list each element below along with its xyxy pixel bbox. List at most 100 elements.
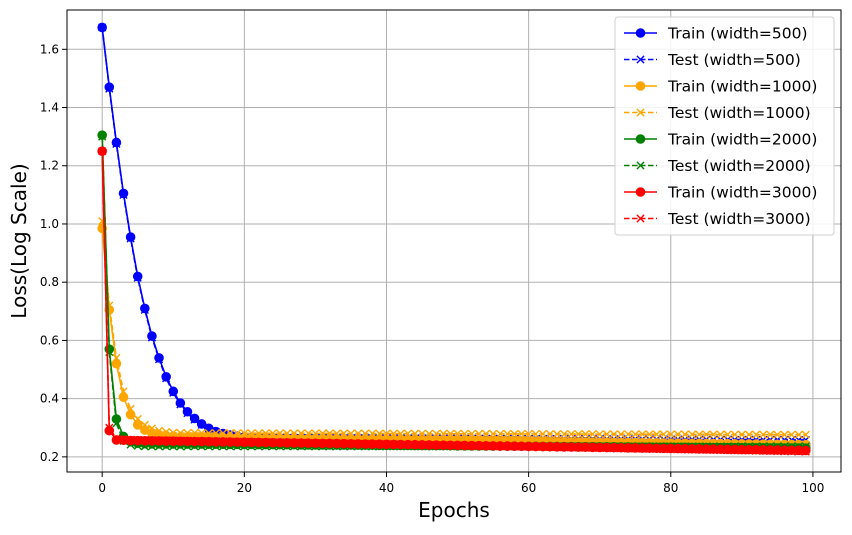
data-point xyxy=(595,443,604,453)
data-point xyxy=(680,430,690,439)
data-point xyxy=(688,445,697,454)
data-point xyxy=(403,440,412,449)
y-tick-label: 0.2 xyxy=(40,450,59,464)
data-point xyxy=(183,436,192,445)
data-point xyxy=(538,429,547,439)
data-point xyxy=(730,446,739,455)
data-point xyxy=(751,446,761,455)
x-axis-label: Epochs xyxy=(418,498,490,522)
data-point xyxy=(368,429,377,438)
data-point xyxy=(759,446,768,455)
data-point xyxy=(737,430,746,439)
data-point xyxy=(552,443,562,452)
data-point xyxy=(425,429,434,438)
data-point xyxy=(169,428,178,437)
data-point xyxy=(560,429,569,439)
data-point xyxy=(588,430,597,439)
legend-marker xyxy=(636,55,645,64)
y-tick-label: 1.0 xyxy=(40,217,59,231)
data-point xyxy=(773,447,782,456)
data-point xyxy=(709,445,718,455)
x-tick-label: 0 xyxy=(98,481,106,495)
data-point xyxy=(254,429,263,438)
data-point xyxy=(275,429,284,438)
data-point xyxy=(268,438,277,447)
data-point xyxy=(581,443,590,452)
data-point xyxy=(751,430,761,439)
data-point xyxy=(432,440,441,450)
data-point xyxy=(282,438,292,447)
x-tick-label: 80 xyxy=(663,481,678,495)
data-point xyxy=(247,429,256,438)
data-point xyxy=(261,429,270,438)
x-tick-label: 40 xyxy=(379,481,394,495)
data-point xyxy=(545,429,555,439)
data-point xyxy=(595,430,604,439)
data-point xyxy=(510,429,519,439)
data-point xyxy=(105,84,114,93)
series-line xyxy=(101,220,806,436)
data-point xyxy=(517,429,526,439)
data-point xyxy=(169,388,178,397)
data-point xyxy=(375,429,384,438)
data-point xyxy=(361,439,370,448)
data-point xyxy=(325,439,334,448)
data-point xyxy=(496,442,505,451)
data-point xyxy=(126,435,135,444)
data-point xyxy=(318,438,327,448)
data-point xyxy=(98,23,107,32)
y-tick-label: 0.8 xyxy=(40,275,59,289)
data-point xyxy=(197,420,206,429)
data-point xyxy=(154,426,164,435)
data-point xyxy=(204,436,213,446)
legend-marker xyxy=(636,161,645,170)
data-point xyxy=(282,429,292,438)
data-point xyxy=(197,428,206,438)
data-point xyxy=(702,430,711,439)
data-point xyxy=(140,435,149,445)
data-point xyxy=(396,429,405,438)
data-point xyxy=(233,429,242,438)
data-point xyxy=(297,429,306,438)
data-point xyxy=(680,445,690,454)
data-point xyxy=(332,429,341,438)
y-tick-label: 1.4 xyxy=(40,101,59,115)
data-point xyxy=(737,446,746,455)
data-point xyxy=(723,430,732,439)
data-point xyxy=(709,430,718,439)
data-point xyxy=(801,447,810,456)
legend-item: Train (width=1000) xyxy=(624,78,817,96)
data-point xyxy=(460,429,469,438)
data-point xyxy=(609,444,619,453)
data-point xyxy=(659,430,668,439)
data-point xyxy=(332,439,341,448)
plot-frame xyxy=(66,9,842,473)
x-tick-label: 100 xyxy=(801,481,824,495)
data-point xyxy=(524,429,533,439)
data-point xyxy=(204,428,213,438)
data-point xyxy=(382,440,391,449)
data-point xyxy=(375,439,384,449)
data-point xyxy=(688,430,697,439)
data-point xyxy=(481,429,491,438)
series xyxy=(98,147,810,456)
data-point xyxy=(716,430,725,439)
data-point xyxy=(801,430,810,439)
data-point xyxy=(574,443,583,452)
data-point xyxy=(353,429,363,438)
legend-label: Train (width=1000) xyxy=(667,78,817,96)
data-point xyxy=(453,429,462,438)
data-point xyxy=(759,430,768,439)
data-point xyxy=(787,447,796,456)
data-point xyxy=(560,443,569,452)
data-point xyxy=(190,428,199,438)
data-point xyxy=(744,446,754,455)
series-layer xyxy=(97,22,811,456)
data-point xyxy=(318,429,327,438)
data-point xyxy=(567,429,576,439)
data-point xyxy=(538,442,547,452)
data-point xyxy=(133,273,142,282)
legend-marker xyxy=(635,28,646,38)
data-point xyxy=(389,429,398,438)
